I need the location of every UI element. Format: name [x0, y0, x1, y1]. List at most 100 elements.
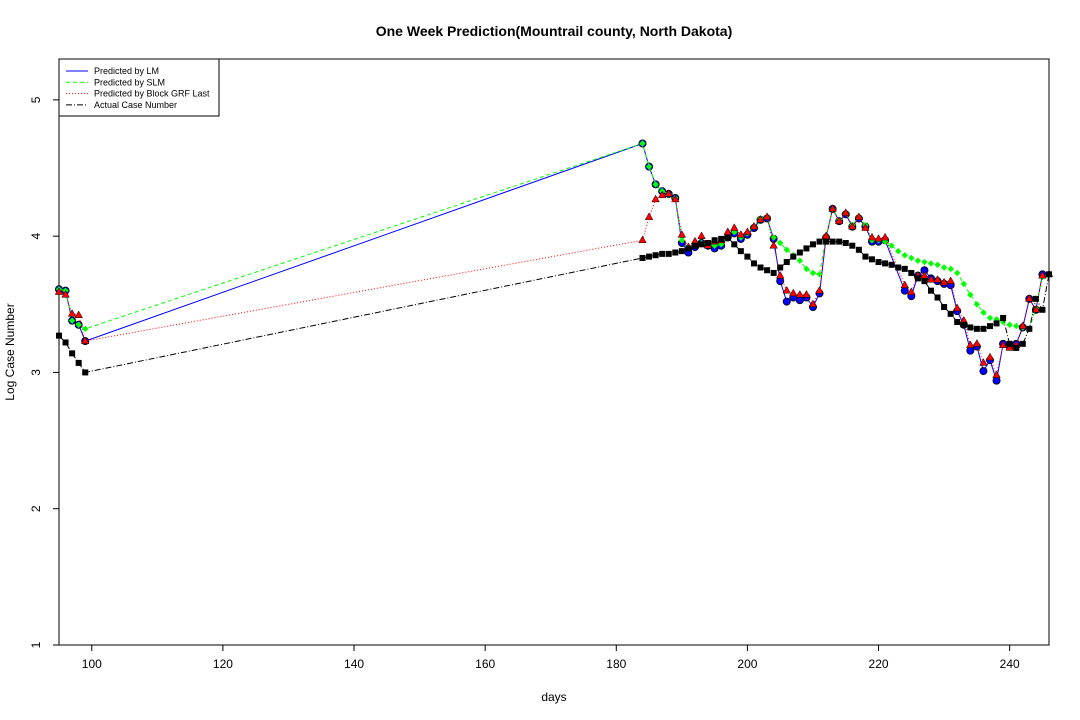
actual-case-number-point — [757, 264, 764, 271]
predicted-by-block-grf-last-point — [972, 339, 982, 347]
actual-case-number-point — [705, 239, 712, 246]
actual-case-number-point — [927, 287, 934, 294]
predicted-by-block-grf-last-point — [743, 227, 752, 235]
actual-case-number-point — [875, 259, 882, 266]
predicted-by-block-grf-last-point — [848, 221, 857, 230]
predicted-by-slm-point — [803, 265, 810, 273]
x-tick-label: 240 — [1000, 657, 1020, 671]
actual-case-number-point — [967, 324, 974, 331]
predicted-by-block-grf-last-point — [81, 336, 90, 344]
actual-case-number-point — [724, 234, 731, 241]
y-tick-label: 3 — [29, 369, 43, 376]
x-tick-label: 120 — [213, 657, 233, 671]
actual-case-number-point — [711, 237, 718, 244]
actual-case-number-point — [659, 250, 666, 257]
predicted-by-block-grf-last-point — [841, 208, 850, 216]
x-axis-label: days — [541, 690, 566, 704]
actual-case-number-point — [69, 350, 76, 357]
predicted-by-block-grf-last-point — [769, 240, 778, 249]
predicted-by-lm-point — [966, 346, 975, 355]
actual-case-number-point — [737, 248, 744, 255]
x-axis: 100 120 140 160 180 200 220 240 — [82, 645, 1020, 671]
predicted-by-block-grf-last-point — [1018, 321, 1027, 329]
predicted-by-block-grf-last-point — [1005, 343, 1014, 351]
predicted-by-block-grf-last-point — [638, 235, 647, 244]
actual-case-number-point — [685, 245, 692, 252]
predicted-by-slm-point — [973, 301, 981, 308]
predicted-by-slm-point — [796, 257, 804, 264]
predicted-by-block-grf-last-point — [789, 288, 798, 297]
predicted-by-block-grf-last-point — [756, 215, 765, 223]
predicted-by-block-grf-last-point — [880, 232, 890, 241]
predicted-by-block-grf-last-point — [749, 221, 759, 230]
predicted-by-block-grf-last-point — [664, 189, 673, 197]
predicted-by-slm-point — [960, 280, 967, 288]
predicted-by-lm-point — [776, 277, 785, 286]
predicted-by-slm-point — [980, 309, 987, 316]
y-tick-label: 1 — [29, 641, 43, 648]
predicted-by-slm-point — [940, 264, 948, 271]
actual-case-number-point — [764, 267, 771, 274]
actual-case-number-point — [914, 275, 921, 282]
actual-case-number-point — [901, 265, 908, 272]
predicted-by-block-grf-last-point — [697, 231, 706, 239]
predicted-by-block-grf-last-point — [933, 275, 942, 283]
series-layer — [54, 139, 1054, 385]
series-line-predicted-by-block-grf-last — [58, 193, 1050, 377]
actual-case-number-point — [941, 304, 948, 311]
actual-case-number-point — [718, 235, 725, 242]
actual-case-number-point — [836, 238, 843, 245]
predicted-by-block-grf-last-point — [775, 270, 785, 279]
actual-case-number-point — [862, 253, 869, 260]
actual-case-number-point — [954, 319, 961, 326]
actual-case-number-point — [803, 245, 810, 252]
actual-case-number-point — [823, 238, 830, 245]
predicted-by-slm-point — [986, 314, 994, 322]
actual-case-number-point — [1013, 344, 1020, 351]
predicted-by-slm-point — [881, 238, 889, 245]
predicted-by-block-grf-last-point — [939, 277, 949, 286]
chart-title: One Week Prediction(Mountrail county, No… — [376, 23, 733, 39]
actual-case-number-point — [868, 256, 875, 263]
actual-case-number-point — [75, 359, 82, 366]
actual-case-number-point — [750, 260, 757, 267]
predicted-by-slm-point — [68, 317, 76, 324]
predicted-by-slm-point — [809, 269, 817, 277]
actual-case-number-point — [783, 259, 790, 266]
y-tick-label: 2 — [29, 505, 43, 512]
legend-box — [58, 58, 220, 117]
predicted-by-block-grf-last-point — [953, 303, 962, 312]
predicted-by-block-grf-last-point — [946, 276, 955, 284]
predicted-by-lm-point — [979, 367, 988, 376]
x-tick-label: 180 — [606, 657, 626, 671]
series-line-predicted-by-slm — [58, 142, 1050, 330]
actual-case-number-point — [882, 260, 889, 267]
predicted-by-block-grf-last-point — [54, 287, 64, 295]
actual-case-number-point — [56, 332, 62, 339]
actual-case-number-point — [731, 241, 738, 248]
legend-label: Predicted by Block GRF Last — [94, 89, 210, 99]
y-tick-label: 4 — [29, 233, 43, 240]
actual-case-number-point — [698, 241, 705, 248]
actual-case-number-point — [960, 321, 967, 328]
legend-label: Predicted by SLM — [94, 77, 165, 87]
predicted-by-slm-point — [954, 269, 961, 277]
actual-case-number-point — [986, 323, 993, 330]
actual-case-number-point — [1026, 325, 1033, 332]
actual-case-number-point — [921, 278, 928, 285]
y-tick-label: 5 — [29, 96, 43, 103]
actual-case-number-point — [816, 238, 823, 245]
predicted-by-slm-point — [908, 254, 915, 262]
actual-case-number-point — [908, 269, 915, 276]
predicted-by-block-grf-last-point — [61, 290, 70, 298]
x-tick-label: 100 — [82, 657, 102, 671]
actual-case-number-point — [1000, 314, 1007, 321]
actual-case-number-point — [934, 294, 941, 301]
legend-label: Predicted by LM — [94, 66, 159, 76]
predicted-by-slm-point — [783, 246, 790, 253]
predicted-by-lm-point — [900, 286, 909, 295]
predicted-by-block-grf-last-point — [966, 340, 975, 348]
y-axis: 1 2 3 4 5 — [29, 96, 59, 648]
actual-case-number-point — [82, 369, 89, 376]
